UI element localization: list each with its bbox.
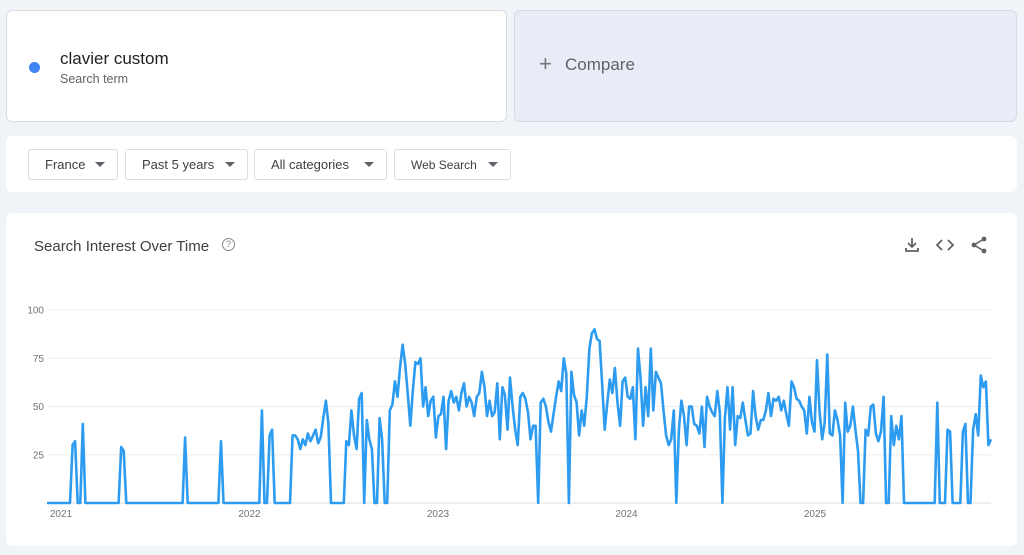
y-tick-label: 75	[33, 354, 45, 365]
filter-search-type-label: Web Search	[411, 157, 477, 172]
panel-title: Search Interest Over Time	[34, 238, 210, 255]
x-tick-label: 2024	[615, 509, 638, 520]
caret-down-icon	[95, 162, 105, 167]
filter-category-dropdown[interactable]: All categories	[254, 149, 387, 180]
filter-search-type-dropdown[interactable]: Web Search	[394, 149, 511, 180]
help-icon[interactable]: ?	[222, 238, 235, 251]
caret-down-icon	[488, 162, 498, 167]
filter-region-label: France	[45, 157, 86, 172]
compare-button[interactable]: + Compare	[514, 10, 1017, 122]
embed-code-icon[interactable]	[935, 235, 955, 255]
x-tick-label: 2025	[804, 509, 827, 520]
caret-down-icon	[225, 162, 235, 167]
y-tick-label: 50	[33, 402, 45, 413]
x-tick-label: 2023	[427, 509, 450, 520]
y-tick-label: 25	[33, 450, 45, 461]
filter-category-label: All categories	[271, 157, 350, 172]
filter-region-dropdown[interactable]: France	[28, 149, 118, 180]
x-tick-label: 2021	[50, 509, 73, 520]
y-tick-label: 100	[27, 306, 44, 317]
interest-over-time-chart: 25 50 75 100 2021 2022 2023 2024 2025	[27, 306, 993, 520]
x-tick-label: 2022	[238, 509, 261, 520]
search-term-card[interactable]: clavier custom Search term	[6, 10, 507, 122]
search-term-subtitle: Search term	[60, 72, 129, 86]
interest-over-time-panel: 25 50 75 100 2021 2022 2023 2024 2025 Search Int…	[6, 213, 1017, 546]
plus-icon: +	[539, 51, 552, 76]
compare-label: Compare	[565, 55, 635, 74]
share-icon[interactable]	[969, 235, 989, 255]
caret-down-icon	[364, 162, 374, 167]
filter-time-dropdown[interactable]: Past 5 years	[125, 149, 248, 180]
download-icon[interactable]	[902, 235, 922, 255]
series-line[interactable]	[47, 328, 993, 505]
filter-bar: France Past 5 years All categories Web S…	[6, 136, 1017, 192]
filter-time-label: Past 5 years	[142, 157, 215, 172]
term-color-dot	[29, 62, 40, 73]
search-term-name[interactable]: clavier custom	[60, 49, 169, 68]
